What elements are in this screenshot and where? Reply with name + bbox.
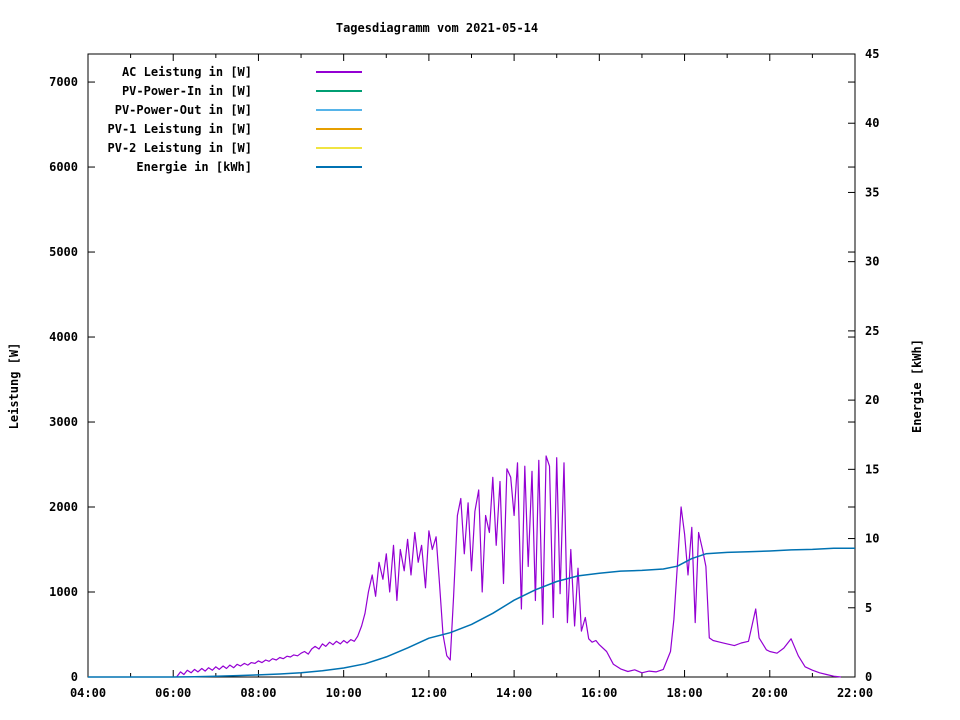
x-tick-label: 18:00 [666, 686, 702, 700]
y-left-tick-label: 4000 [49, 330, 78, 344]
x-tick-label: 08:00 [240, 686, 276, 700]
y-right-tick-label: 40 [865, 116, 879, 130]
legend-label: PV-Power-Out in [W] [114, 102, 252, 117]
x-tick-label: 16:00 [581, 686, 617, 700]
legend-entry-pv1: PV-1 Leistung in [W] [90, 119, 362, 138]
legend-line-sample [316, 127, 362, 130]
legend-entry-energie: Energie in [kWh] [90, 157, 362, 176]
legend-label: PV-2 Leistung in [W] [107, 140, 253, 155]
y-left-tick-label: 7000 [49, 75, 78, 89]
y-left-tick-label: 0 [71, 670, 78, 684]
y-right-tick-label: 35 [865, 185, 879, 199]
y-axis-label-right: Energie [kWh] [910, 339, 924, 433]
x-tick-label: 10:00 [326, 686, 362, 700]
y-right-tick-label: 20 [865, 393, 879, 407]
y-left-tick-label: 2000 [49, 500, 78, 514]
y-right-tick-label: 5 [865, 601, 872, 615]
y-right-tick-label: 25 [865, 324, 879, 338]
series-line-energie [88, 547, 855, 678]
legend-line-sample [316, 70, 362, 73]
legend-line-sample [316, 108, 362, 111]
y-left-tick-label: 6000 [49, 160, 78, 174]
legend-line-sample [316, 165, 362, 168]
x-tick-label: 06:00 [155, 686, 191, 700]
y-left-tick-label: 1000 [49, 585, 78, 599]
y-axis-label-left: Leistung [W] [7, 342, 21, 430]
y-right-tick-label: 45 [865, 47, 879, 61]
legend-line-sample [316, 146, 362, 149]
legend-label: Energie in [kWh] [136, 159, 252, 174]
legend-entry-pv-in: PV-Power-In in [W] [90, 81, 362, 100]
chart-title: Tagesdiagramm vom 2021-05-14 [335, 21, 539, 35]
legend: AC Leistung in [W] PV-Power-In in [W] PV-P… [90, 62, 362, 176]
series-line-ac [176, 455, 841, 678]
x-tick-label: 20:00 [752, 686, 788, 700]
x-tick-label: 04:00 [70, 686, 106, 700]
x-tick-label: 22:00 [837, 686, 873, 700]
y-right-tick-label: 30 [865, 255, 879, 269]
legend-entry-pv2: PV-2 Leistung in [W] [90, 138, 362, 157]
legend-entry-pv-out: PV-Power-Out in [W] [90, 100, 362, 119]
legend-label: AC Leistung in [W] [121, 64, 252, 79]
y-right-tick-label: 15 [865, 462, 879, 476]
x-tick-label: 12:00 [411, 686, 447, 700]
legend-line-sample [316, 89, 362, 92]
y-right-tick-label: 10 [865, 532, 879, 546]
legend-entry-ac: AC Leistung in [W] [90, 62, 362, 81]
legend-label: PV-Power-In in [W] [121, 83, 252, 98]
legend-label: PV-1 Leistung in [W] [107, 121, 253, 136]
y-right-tick-label: 0 [865, 670, 872, 684]
y-left-tick-label: 5000 [49, 245, 78, 259]
y-left-tick-label: 3000 [49, 415, 78, 429]
x-tick-label: 14:00 [496, 686, 532, 700]
